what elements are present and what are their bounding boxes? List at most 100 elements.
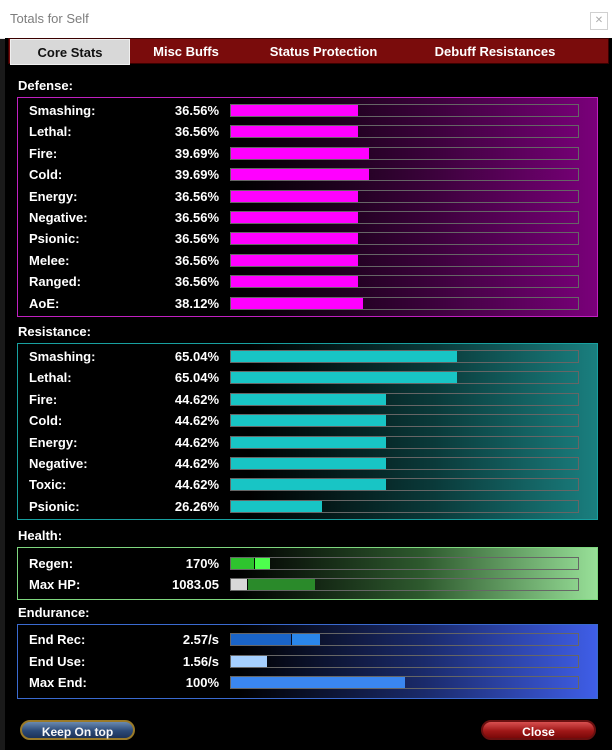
- regen-fill-bonus: [255, 558, 270, 569]
- endurance-rec-value: 2.57/s: [182, 632, 219, 647]
- defense-row-bar: [230, 253, 579, 267]
- health-panel: Regen: 170% Max HP: 1083.05: [17, 547, 598, 600]
- endurance-max-label: Max End:: [29, 675, 87, 690]
- tab-misc-buffs[interactable]: Misc Buffs: [153, 44, 219, 59]
- tab-debuff-resistances[interactable]: Debuff Resistances: [434, 44, 556, 59]
- defense-row-label: Negative:: [29, 210, 88, 225]
- endurance-panel: End Rec: 2.57/s End Use: 1.56/s Max End:…: [17, 624, 598, 699]
- resistance-row-bar-fill: [231, 458, 386, 469]
- resistance-row-bar: [230, 350, 579, 363]
- resistance-row-label: Negative:: [29, 456, 88, 471]
- maxhp-fill-max: [248, 579, 315, 590]
- resistance-row-label: Lethal:: [29, 370, 72, 386]
- defense-row-value: 39.69%: [174, 145, 219, 161]
- tab-status-protection[interactable]: Status Protection: [269, 44, 378, 59]
- resistance-row-label: Energy:: [29, 434, 78, 450]
- close-button[interactable]: Close: [481, 720, 596, 740]
- endurance-rec-bar: [230, 633, 579, 646]
- resistance-row-value: 26.26%: [174, 498, 219, 514]
- resistance-row-value: 44.62%: [174, 391, 219, 407]
- resistance-row-bar-fill: [231, 351, 457, 362]
- defense-row-value: 36.56%: [174, 103, 219, 118]
- defense-row-bar: [230, 275, 579, 289]
- defense-row-label: AoE:: [29, 295, 60, 311]
- defense-row-bar: [230, 189, 579, 203]
- resistance-row-bar: [230, 435, 579, 449]
- endurance-heading: Endurance:: [18, 605, 90, 620]
- resistance-row-bar-fill: [231, 372, 457, 384]
- resistance-row-bar-fill: [231, 436, 386, 448]
- defense-row-bar-fill: [231, 254, 358, 266]
- defense-row-bar-fill: [231, 147, 369, 159]
- defense-row-label: Lethal:: [29, 124, 72, 140]
- resistance-row-bar: [230, 414, 579, 428]
- resistance-row-bar-fill: [231, 415, 386, 427]
- defense-row-value: 36.56%: [174, 210, 219, 225]
- endurance-use-value: 1.56/s: [182, 654, 219, 669]
- endmax-fill: [231, 677, 405, 688]
- defense-row-bar-fill: [231, 105, 358, 116]
- background-strip: [0, 0, 5, 750]
- defense-row-bar: [230, 104, 579, 117]
- endurance-rec-label: End Rec:: [29, 632, 86, 647]
- health-regen-label: Regen:: [29, 556, 74, 571]
- resistance-row-value: 44.62%: [174, 434, 219, 450]
- resistance-row-label: Toxic:: [29, 477, 67, 493]
- endrec-fill-bonus: [292, 634, 320, 645]
- defense-panel: Smashing: 36.56% Lethal: 36.56% Fire: 39.69% C…: [17, 97, 598, 317]
- defense-row-label: Energy:: [29, 188, 78, 204]
- resistance-row-value: 44.62%: [174, 477, 219, 493]
- defense-row-value: 36.56%: [174, 252, 219, 268]
- health-maxhp-value: 1083.05: [172, 577, 219, 592]
- defense-row-label: Melee:: [29, 252, 70, 268]
- defense-row-bar-fill: [231, 190, 358, 202]
- resistance-row-label: Smashing:: [29, 349, 96, 364]
- defense-row-bar-fill: [231, 233, 358, 245]
- defense-row-value: 36.56%: [174, 274, 219, 290]
- defense-row-bar-fill: [231, 276, 358, 288]
- resistance-row-bar: [230, 371, 579, 385]
- defense-row-bar: [230, 146, 579, 160]
- defense-row-bar-fill: [231, 126, 358, 138]
- window-title: Totals for Self: [10, 11, 89, 26]
- resistance-row-label: Cold:: [29, 413, 63, 429]
- window-close-icon[interactable]: ✕: [590, 12, 608, 30]
- resistance-heading: Resistance:: [18, 324, 91, 339]
- health-maxhp-bar: [230, 578, 579, 591]
- endurance-max-bar: [230, 676, 579, 689]
- health-heading: Health:: [18, 528, 63, 543]
- defense-row-label: Cold:: [29, 167, 63, 183]
- health-maxhp-label: Max HP:: [29, 577, 81, 592]
- resistance-row-bar: [230, 392, 579, 406]
- defense-row-bar: [230, 168, 579, 182]
- regen-fill-base: [231, 558, 254, 569]
- defense-row-bar-fill: [231, 297, 363, 309]
- defense-row-bar: [230, 125, 579, 139]
- keep-on-top-button[interactable]: Keep On top: [20, 720, 135, 740]
- resistance-row-label: Psionic:: [29, 498, 80, 514]
- defense-row-bar-fill: [231, 212, 358, 223]
- resistance-row-bar-fill: [231, 479, 386, 491]
- window-titlebar: Totals for Self ✕: [0, 0, 612, 39]
- resistance-row-bar-fill: [231, 393, 386, 405]
- tab-bar: Core Stats Misc Buffs Status Protection …: [8, 38, 609, 65]
- defense-row-label: Smashing:: [29, 103, 96, 118]
- tab-core-stats[interactable]: Core Stats: [10, 39, 130, 65]
- resistance-row-bar-fill: [231, 500, 322, 512]
- resistance-row-label: Fire:: [29, 391, 58, 407]
- defense-row-value: 39.69%: [174, 167, 219, 183]
- endurance-max-value: 100%: [185, 675, 219, 690]
- defense-row-value: 36.56%: [174, 124, 219, 140]
- maxhp-fill-current: [231, 579, 247, 590]
- defense-row-value: 38.12%: [174, 295, 219, 311]
- defense-row-label: Ranged:: [29, 274, 81, 290]
- endurance-use-label: End Use:: [29, 654, 86, 669]
- resistance-row-bar: [230, 478, 579, 492]
- resistance-row-value: 44.62%: [174, 456, 219, 471]
- health-regen-value: 170%: [185, 556, 219, 571]
- defense-row-bar: [230, 232, 579, 246]
- health-regen-bar: [230, 557, 579, 570]
- defense-row-label: Fire:: [29, 145, 58, 161]
- resistance-row-bar: [230, 499, 579, 513]
- resistance-row-value: 65.04%: [174, 349, 219, 364]
